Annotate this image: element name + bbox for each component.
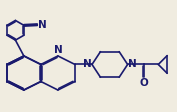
Text: N: N	[128, 59, 137, 69]
Text: N: N	[54, 45, 63, 55]
Text: N: N	[38, 20, 47, 30]
Text: N: N	[83, 59, 92, 69]
Text: O: O	[139, 79, 148, 88]
